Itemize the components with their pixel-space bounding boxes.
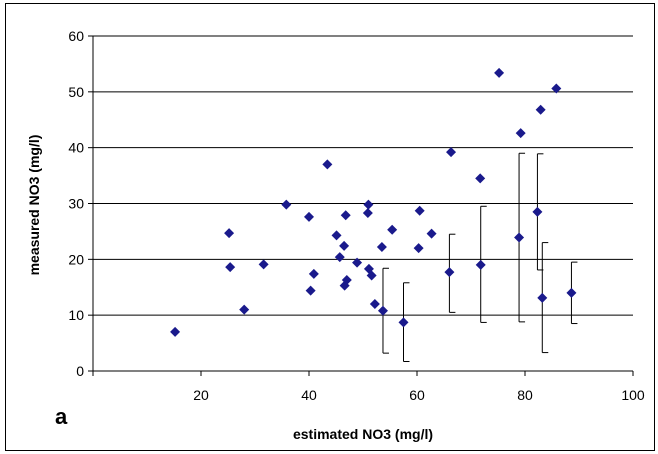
data-point-16 <box>352 257 363 268</box>
data-point-39 <box>551 83 562 94</box>
data-point-4 <box>258 259 269 270</box>
axes <box>88 35 634 376</box>
data-point-2 <box>225 262 236 273</box>
data-point-24 <box>387 224 398 235</box>
x-tick-label-1: 20 <box>193 387 209 403</box>
x-tick-label-4: 80 <box>517 387 533 403</box>
data-point-31 <box>475 173 486 184</box>
data-point-35 <box>515 128 526 139</box>
y-tick-label-4: 40 <box>68 140 84 156</box>
data-point-1 <box>224 228 235 239</box>
data-point-9 <box>322 159 333 170</box>
data-point-0 <box>170 326 181 337</box>
data-point-17 <box>362 207 373 218</box>
y-tick-labels: 0 10 20 30 40 50 60 <box>68 28 84 379</box>
data-point-11 <box>334 252 345 263</box>
data-point-27 <box>414 205 425 216</box>
data-point-30 <box>446 147 457 158</box>
y-tick-label-2: 20 <box>68 251 84 267</box>
data-point-10 <box>331 230 342 241</box>
data-point-33 <box>494 67 505 78</box>
y-tick-label-5: 50 <box>68 84 84 100</box>
y-tick-label-3: 30 <box>68 196 84 212</box>
x-tick-label-2: 40 <box>301 387 317 403</box>
data-point-28 <box>426 228 437 239</box>
grid-lines <box>93 35 633 316</box>
chart-frame <box>5 3 655 451</box>
data-point-6 <box>304 211 314 222</box>
data-point-36 <box>532 206 543 217</box>
data-point-25 <box>398 317 409 328</box>
data-point-37 <box>535 104 546 115</box>
data-point-15 <box>341 274 352 285</box>
y-axis-title: measured NO3 (mg/l) <box>26 135 42 276</box>
y-tick-label-0: 0 <box>76 363 84 379</box>
data-point-29 <box>444 267 455 278</box>
panel-label: a <box>55 404 68 429</box>
x-tick-label-3: 60 <box>409 387 425 403</box>
data-point-26 <box>413 243 424 254</box>
x-tick-label-5: 100 <box>621 387 645 403</box>
y-tick-label-1: 10 <box>68 307 84 323</box>
data-point-18 <box>363 199 374 210</box>
x-axis-title: estimated NO3 (mg/l) <box>293 426 433 442</box>
data-point-12 <box>339 240 350 251</box>
data-point-23 <box>377 305 388 316</box>
data-point-40 <box>566 287 577 298</box>
data-point-32 <box>475 259 486 270</box>
data-point-20 <box>366 270 377 281</box>
data-point-14 <box>340 210 351 221</box>
x-tick-labels: 20 40 60 80 100 <box>193 387 645 403</box>
data-point-34 <box>514 232 525 243</box>
data-point-3 <box>239 304 250 315</box>
data-point-21 <box>369 299 380 309</box>
y-tick-label-6: 60 <box>68 28 84 44</box>
data-point-38 <box>537 292 548 303</box>
data-point-8 <box>308 268 319 279</box>
data-points <box>170 67 577 337</box>
data-point-5 <box>281 199 292 210</box>
error-bars <box>382 152 578 363</box>
data-point-22 <box>376 242 387 253</box>
data-point-7 <box>305 285 316 296</box>
